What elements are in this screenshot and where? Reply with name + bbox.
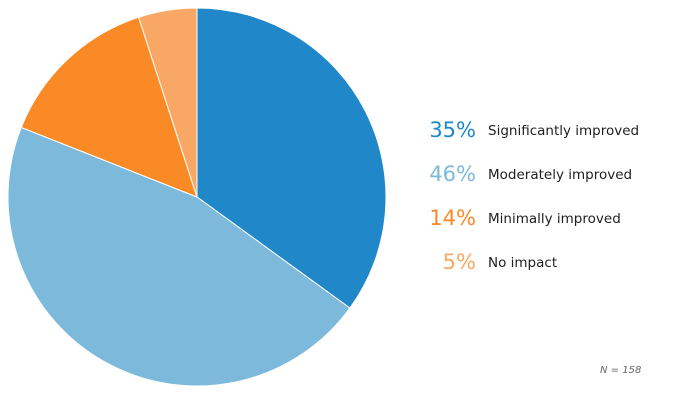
legend: 35% Significantly improved 46% Moderatel…: [400, 112, 670, 288]
legend-item-no-impact: 5% No impact: [400, 244, 670, 288]
pie-chart: [7, 7, 387, 387]
legend-item-significantly-improved: 35% Significantly improved: [400, 112, 670, 156]
legend-percent: 35%: [429, 118, 476, 142]
legend-item-moderately-improved: 46% Moderately improved: [400, 156, 670, 200]
legend-item-minimally-improved: 14% Minimally improved: [400, 200, 670, 244]
pie-slice-significantly-improved: [196, 7, 387, 309]
legend-label: No impact: [488, 255, 558, 271]
legend-percent: 5%: [442, 250, 476, 274]
pie-slice-moderately-improved: [7, 126, 351, 387]
legend-percent: 46%: [429, 162, 476, 186]
legend-label: Significantly improved: [488, 123, 640, 139]
pie-slice-no-impact: [137, 7, 198, 198]
legend-percent: 14%: [429, 206, 476, 230]
sample-size-note: N = 158: [600, 365, 642, 376]
legend-label: Moderately improved: [488, 167, 633, 183]
legend-label: Minimally improved: [488, 211, 621, 227]
